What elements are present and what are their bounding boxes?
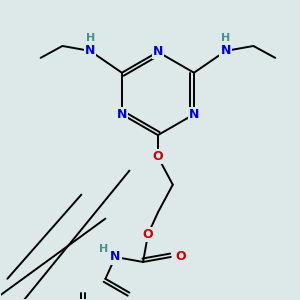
Text: H: H <box>221 33 230 43</box>
Text: N: N <box>153 45 163 58</box>
Text: O: O <box>153 150 163 164</box>
Text: N: N <box>220 44 231 57</box>
Text: N: N <box>117 108 127 121</box>
Text: N: N <box>189 108 199 121</box>
Text: N: N <box>110 250 121 263</box>
Text: O: O <box>176 250 186 263</box>
Text: H: H <box>99 244 108 254</box>
Text: H: H <box>85 33 95 43</box>
Text: N: N <box>85 44 95 57</box>
Text: O: O <box>143 228 153 241</box>
